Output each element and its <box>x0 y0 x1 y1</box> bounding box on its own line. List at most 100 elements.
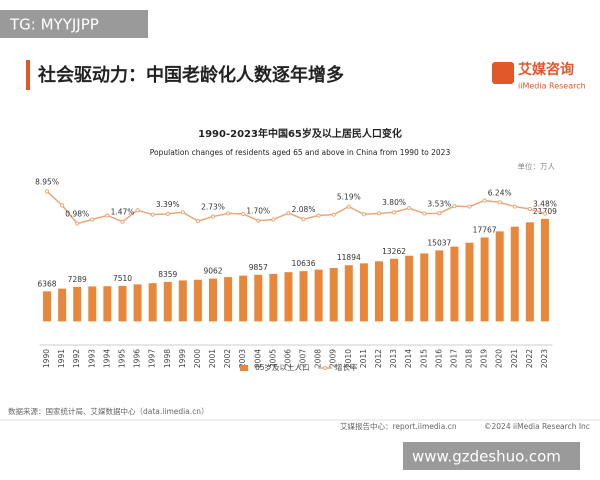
line-marker <box>256 218 261 223</box>
watermark-box <box>403 442 580 470</box>
x-tick-label: 2006 <box>283 349 292 368</box>
bar <box>329 267 338 322</box>
line-marker <box>210 214 216 219</box>
bar <box>450 246 459 322</box>
data-label: 3.48% <box>533 200 557 209</box>
line-marker <box>120 219 125 224</box>
line-marker <box>512 204 517 209</box>
bar <box>299 271 308 322</box>
data-label: 0.98% <box>65 210 89 219</box>
bar <box>405 255 414 322</box>
slide-title: 社会驱动力：中国老龄化人数逐年增多 <box>38 64 344 86</box>
x-tick-label: 1999 <box>178 349 187 368</box>
bar <box>465 242 474 322</box>
x-tick-label: 2002 <box>223 349 232 368</box>
watermark: TG: MYYJJPP <box>9 16 99 34</box>
data-label: 11894 <box>337 253 361 262</box>
line-marker <box>391 210 397 215</box>
bar <box>133 284 142 322</box>
x-tick-label: 2023 <box>540 349 549 368</box>
data-label: 13262 <box>382 247 406 256</box>
legend-label: 65岁及以上人口 <box>255 362 310 372</box>
bar <box>480 237 489 322</box>
legend-label: 增长率 <box>335 362 358 372</box>
data-label: 9857 <box>249 263 268 272</box>
data-label: 1.70% <box>246 207 270 216</box>
bar <box>269 273 278 322</box>
line-marker <box>376 211 382 216</box>
x-tick-label: 2007 <box>299 349 308 368</box>
bar <box>103 286 112 322</box>
bar <box>178 280 187 322</box>
bar <box>148 283 157 322</box>
line-marker <box>452 204 457 209</box>
line-marker <box>44 189 50 194</box>
legend-swatch <box>240 365 248 371</box>
bar <box>209 278 218 322</box>
data-label: 6.24% <box>488 188 512 197</box>
line-marker <box>90 217 95 222</box>
logo-sub: iiMedia Research <box>518 82 586 91</box>
x-tick-label: 2022 <box>525 349 534 368</box>
line-marker <box>271 217 276 222</box>
x-tick-label: 1992 <box>72 349 81 368</box>
x-tick-label: 2010 <box>344 349 353 368</box>
bar <box>495 231 504 322</box>
line-marker <box>331 212 336 217</box>
data-label: 3.53% <box>427 199 451 208</box>
x-tick-label: 1996 <box>133 349 142 368</box>
bar <box>284 272 293 322</box>
x-tick-label: 1995 <box>117 349 126 368</box>
bar <box>43 291 52 322</box>
line-marker <box>361 212 366 217</box>
bar <box>239 275 248 322</box>
bar <box>314 269 323 322</box>
line-marker <box>226 211 231 216</box>
chart-title: 1990-2023年中国65岁及以上居民人口变化 <box>198 127 402 140</box>
unit: 单位：万人 <box>518 161 556 171</box>
legend-swatch <box>322 365 328 371</box>
line-marker <box>60 203 65 208</box>
x-tick-label: 1990 <box>42 349 51 368</box>
data-label: 10636 <box>292 259 316 268</box>
line <box>46 190 546 225</box>
x-tick-label: 2008 <box>314 349 323 368</box>
x-tick-label: 1991 <box>57 349 66 368</box>
data-label: 8.95% <box>35 177 59 186</box>
line-marker <box>75 221 80 226</box>
x-tick-label: 2004 <box>253 349 262 368</box>
logo: 艾媒咨询 <box>518 61 574 78</box>
data-label: 3.80% <box>382 198 406 207</box>
bar <box>118 285 127 322</box>
data-label: 7510 <box>113 274 132 283</box>
watermark-box <box>0 10 148 38</box>
line-marker <box>150 212 155 217</box>
bar <box>224 277 233 322</box>
line-marker <box>437 211 442 216</box>
data-label: 15037 <box>427 238 451 247</box>
data-label: 21709 <box>533 207 557 216</box>
x-tick-label: 2014 <box>404 349 413 368</box>
chart-subtitle: Population changes of residents aged 65 … <box>150 148 451 157</box>
line-marker <box>241 211 246 216</box>
logo-icon <box>492 62 514 84</box>
x-tick-label: 2012 <box>374 349 383 368</box>
bar <box>510 226 519 322</box>
line-marker <box>542 211 548 216</box>
x-tick-label: 2013 <box>389 349 398 368</box>
bar <box>540 218 549 322</box>
data-label: 9062 <box>203 267 222 276</box>
x-tick-label: 2019 <box>480 349 489 368</box>
line-marker <box>527 206 532 212</box>
bar <box>344 265 353 322</box>
line-marker <box>467 204 472 209</box>
bar <box>73 286 82 322</box>
x-tick-label: 2015 <box>419 349 428 368</box>
x-tick-label: 1994 <box>102 349 111 368</box>
x-tick-label: 1993 <box>87 349 96 368</box>
data-label: 17767 <box>473 225 497 234</box>
x-tick-label: 2021 <box>510 349 519 368</box>
line-marker <box>105 213 110 218</box>
line-marker <box>165 211 170 216</box>
